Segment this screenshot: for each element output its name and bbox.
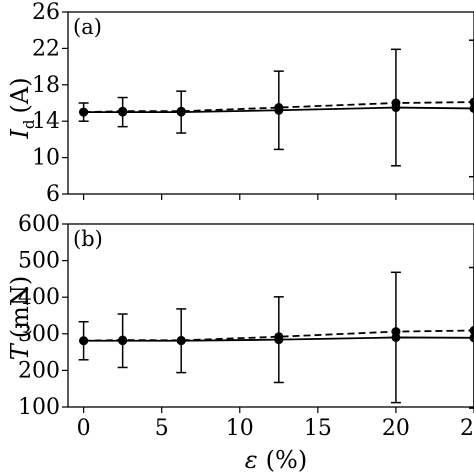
panel-b-x-tick-label: 25 (460, 416, 474, 441)
panel-b-y-axis-label: T (mN) (6, 276, 34, 361)
x-symbol: ε (245, 446, 258, 474)
panel-b: (b) T (mN) ε (%) 100 200 300 400 500 600 0 5 10 15 2… (6, 212, 474, 474)
panel-b-y-tick-label: 200 (18, 358, 60, 383)
panel-b-series-dashed-line (83, 329, 474, 342)
panel-b-series-solid-point (79, 336, 89, 346)
panel-b-series-solid-point (118, 336, 128, 346)
panel-b-label: (b) (73, 227, 103, 251)
panel-a-y-tick-label: 22 (32, 36, 60, 61)
panel-a-y-tick-label: 10 (32, 146, 60, 171)
panel-a-series-solid-point (79, 107, 89, 117)
panel-b-y-tick-label: 500 (18, 249, 60, 274)
panel-a-series-solid-point (176, 107, 186, 117)
panel-a-series-solid-line (83, 106, 474, 113)
x-unit: (%) (266, 446, 308, 474)
panel-b-x-tick-label: 15 (304, 416, 332, 441)
panel-a-y-tick-label: 14 (32, 109, 60, 134)
panel-a-y-symbol: I (6, 129, 34, 140)
panel-a-y-tick-label: 18 (32, 73, 60, 98)
panel-b-frame (67, 223, 474, 408)
panel-b-x-tick-label: 10 (226, 416, 254, 441)
x-axis-label: ε (%) (245, 446, 307, 474)
panel-b-series-solid-point (469, 333, 474, 343)
panel-b-series-dashed-point (469, 326, 474, 336)
panel-a-y-axis-label: Id (A) (6, 77, 38, 139)
panel-b-series-solid-point (176, 336, 186, 346)
panel-b-y-tick-label: 100 (18, 395, 60, 420)
panel-b-y-symbol: T (6, 342, 34, 360)
panel-a-series-solid-point (391, 103, 401, 113)
panel-b-series-solid-line (83, 336, 474, 342)
panel-b-x-tick-label: 20 (382, 416, 410, 441)
panel-a-series-solid-point (469, 103, 474, 113)
panel-b-x-tick-label: 0 (77, 416, 91, 441)
panel-b-y-unit: (mN) (6, 276, 34, 338)
panel-a: (a) Id (A) 6 10 14 18 22 26 (6, 0, 474, 207)
panel-a-y-unit: (A) (6, 77, 34, 113)
panel-a-frame (67, 11, 474, 195)
panel-a-label: (a) (73, 15, 102, 39)
panel-a-series-solid-point (274, 105, 284, 115)
panel-b-series-solid-point (391, 332, 401, 342)
panel-b-series-solid-point (274, 335, 284, 345)
panel-a-y-tick-label: 26 (32, 0, 60, 25)
panel-b-x-tick-label: 5 (155, 416, 169, 441)
panel-a-series-solid-point (118, 107, 128, 117)
panel-b-y-tick-label: 600 (18, 212, 60, 237)
panel-b-y-tick-label: 400 (18, 285, 60, 310)
panel-b-y-tick-label: 300 (18, 322, 60, 347)
panel-a-y-subscript: d (20, 119, 38, 129)
panel-a-series-dashed-line (83, 101, 474, 113)
panel-a-y-tick-label: 6 (46, 182, 60, 207)
